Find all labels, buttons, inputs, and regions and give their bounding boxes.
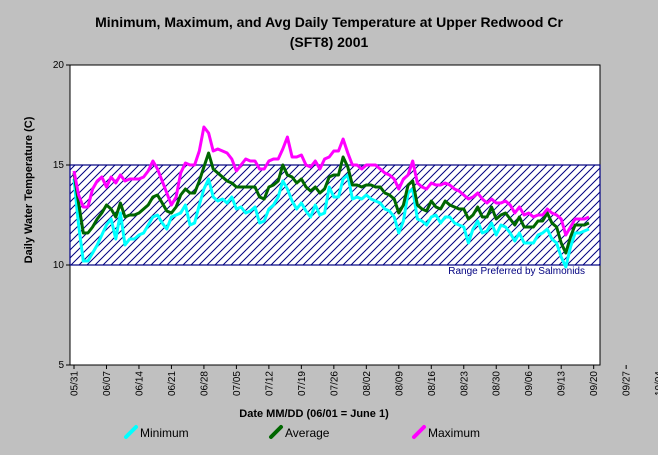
x-tick-label: 05/31	[70, 371, 81, 396]
preferred-range-band	[69, 164, 601, 266]
x-tick-label: 09/20	[589, 371, 600, 396]
x-tick-label: 07/05	[232, 371, 243, 396]
y-tick-label: 5	[58, 360, 64, 371]
x-tick-label: 08/30	[492, 371, 503, 396]
chart-title: Minimum, Maximum, and Avg Daily Temperat…	[0, 12, 658, 52]
x-tick-label: 06/14	[134, 371, 145, 396]
x-tick-label: 07/19	[297, 371, 308, 396]
legend-label-average: Average	[285, 426, 330, 440]
chart-title-line1: Minimum, Maximum, and Avg Daily Temperat…	[95, 14, 563, 30]
legend-swatch-average	[269, 425, 283, 439]
series-line-minimum	[72, 173, 590, 269]
x-tick-label: 08/23	[459, 371, 470, 396]
y-axis-title: Daily Water Temperature (C)	[23, 116, 35, 263]
x-tick-label: 09/27	[622, 371, 633, 396]
x-tick-label: 07/26	[329, 371, 340, 396]
y-tick-label: 10	[53, 260, 65, 271]
x-tick-label: 06/28	[199, 371, 210, 396]
x-tick-label: 09/06	[524, 371, 535, 396]
x-tick-label: 08/02	[362, 371, 373, 396]
y-tick-label: 20	[53, 60, 65, 71]
legend-label-minimum: Minimum	[140, 426, 189, 440]
preferred-range-label: Range Preferred by Salmonids	[448, 266, 585, 277]
legend-swatch-maximum	[412, 425, 426, 439]
x-tick-label: 06/21	[167, 371, 178, 396]
legend-label-maximum: Maximum	[428, 426, 480, 440]
y-tick-label: 15	[53, 160, 65, 171]
chart-title-line2: (SFT8) 2001	[289, 34, 369, 50]
x-axis-title: Date MM/DD (06/01 = June 1)	[239, 408, 389, 420]
series-line-average	[72, 151, 590, 255]
x-tick-label: 07/12	[264, 371, 275, 396]
series-line-maximum	[72, 125, 590, 237]
x-tick-label: 09/13	[557, 371, 568, 396]
legend-swatch-minimum	[124, 425, 138, 439]
x-tick-label: 10/04	[654, 371, 658, 396]
x-tick-label: 08/09	[394, 371, 405, 396]
x-tick-label: 08/16	[427, 371, 438, 396]
x-tick-label: 06/07	[102, 371, 113, 396]
